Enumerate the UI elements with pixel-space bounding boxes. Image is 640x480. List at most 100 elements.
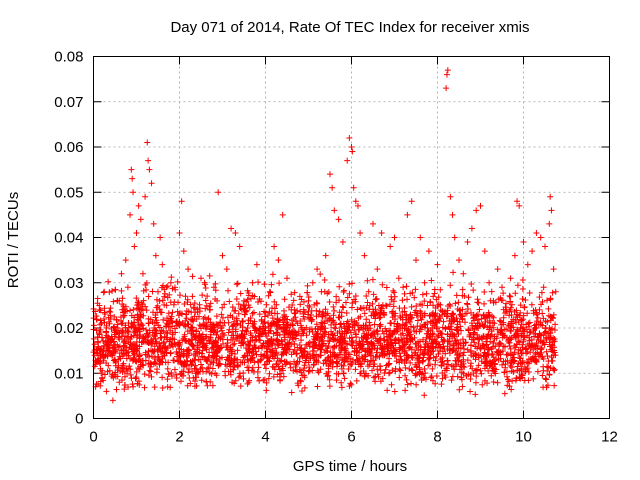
roti-sample xyxy=(461,319,468,326)
roti-sample xyxy=(539,298,546,305)
roti-sample xyxy=(204,382,211,389)
roti-sample xyxy=(102,338,109,345)
roti-sample xyxy=(119,295,126,302)
y-tick-label: 0.02 xyxy=(54,320,83,337)
roti-sample xyxy=(549,289,556,296)
roti-sample xyxy=(187,301,194,308)
roti-sample xyxy=(148,373,155,380)
roti-sample xyxy=(164,376,171,383)
roti-sample xyxy=(98,370,105,377)
roti-sample xyxy=(456,386,463,393)
roti-sample xyxy=(196,321,203,328)
roti-point xyxy=(499,284,505,291)
roti-sample xyxy=(145,348,152,355)
roti-point xyxy=(223,266,230,273)
roti-point xyxy=(232,229,239,236)
roti-sample xyxy=(386,333,393,340)
roti-sample xyxy=(353,333,360,340)
roti-sample xyxy=(287,331,294,338)
roti-sample xyxy=(374,345,381,352)
roti-sample xyxy=(475,354,482,361)
roti-sample xyxy=(301,309,308,316)
roti-sample xyxy=(338,379,345,386)
roti-point xyxy=(352,198,359,205)
roti-sample xyxy=(167,384,174,391)
roti-sample xyxy=(203,378,210,385)
roti-sample xyxy=(486,358,493,365)
roti-sample xyxy=(404,296,411,303)
roti-sample xyxy=(233,315,240,322)
roti-sample xyxy=(341,287,348,294)
roti-sample xyxy=(455,330,462,337)
roti-sample xyxy=(458,369,465,376)
roti-sample xyxy=(124,327,131,334)
roti-sample xyxy=(253,336,260,343)
roti-sample xyxy=(369,367,376,374)
roti-sample xyxy=(214,297,221,304)
roti-sample xyxy=(425,328,432,335)
roti-sample xyxy=(361,373,368,380)
roti-sample xyxy=(476,306,483,313)
roti-sample xyxy=(446,333,453,340)
roti-sample xyxy=(276,280,283,287)
roti-sample xyxy=(168,373,175,380)
roti-sample xyxy=(173,349,180,356)
roti-sample xyxy=(459,286,466,293)
roti-point xyxy=(546,220,553,227)
roti-sample xyxy=(128,375,135,382)
roti-sample xyxy=(263,361,270,368)
roti-sample xyxy=(402,387,409,394)
roti-sample xyxy=(348,316,355,323)
roti-sample xyxy=(406,365,413,372)
roti-sample xyxy=(319,309,326,316)
roti-sample xyxy=(246,377,253,384)
roti-sample xyxy=(284,330,291,337)
roti-sample xyxy=(221,332,228,339)
roti-sample xyxy=(122,322,129,329)
roti-sample xyxy=(462,339,469,346)
roti-sample xyxy=(481,377,488,384)
roti-sample xyxy=(119,301,126,308)
roti-sample xyxy=(403,335,410,342)
roti-sample xyxy=(191,300,198,307)
roti-sample xyxy=(422,370,429,377)
roti-sample xyxy=(482,318,489,325)
roti-sample xyxy=(279,344,286,351)
roti-sample xyxy=(204,365,211,372)
roti-sample xyxy=(526,319,533,326)
roti-sample xyxy=(290,367,297,374)
roti-sample xyxy=(261,327,268,334)
roti-sample xyxy=(524,310,531,317)
roti-sample xyxy=(213,372,220,379)
roti-point xyxy=(129,175,136,182)
roti-sample xyxy=(316,308,323,315)
roti-sample xyxy=(433,372,440,379)
roti-sample xyxy=(515,346,522,353)
roti-sample xyxy=(353,377,360,384)
roti-sample xyxy=(469,325,476,332)
roti-sample xyxy=(135,317,142,324)
roti-sample xyxy=(206,272,213,279)
roti-sample xyxy=(343,320,350,327)
roti-sample xyxy=(430,331,437,338)
roti-sample xyxy=(206,369,213,376)
roti-sample xyxy=(453,315,460,322)
roti-sample xyxy=(150,309,157,316)
roti-sample xyxy=(100,289,107,296)
roti-sample xyxy=(276,331,283,338)
roti-sample xyxy=(439,308,446,315)
roti-sample xyxy=(164,330,171,337)
roti-point xyxy=(529,248,536,255)
roti-sample xyxy=(104,368,111,375)
roti-sample xyxy=(247,295,254,302)
roti-sample xyxy=(265,375,272,382)
roti-sample xyxy=(528,356,535,363)
roti-sample xyxy=(412,361,419,368)
roti-point xyxy=(144,139,151,146)
roti-sample xyxy=(506,292,513,299)
roti-sample xyxy=(337,333,344,340)
roti-sample xyxy=(401,325,408,332)
roti-sample xyxy=(201,343,208,350)
roti-sample xyxy=(150,360,157,367)
roti-sample xyxy=(108,373,115,380)
